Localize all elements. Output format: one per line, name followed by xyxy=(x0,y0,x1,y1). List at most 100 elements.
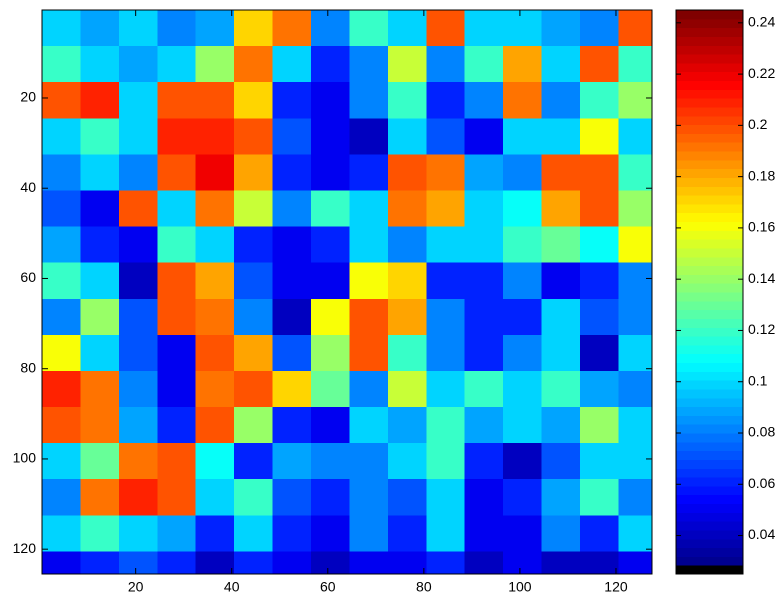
heatmap-cell xyxy=(618,479,653,516)
heatmap-cell xyxy=(579,118,619,155)
heatmap-cell xyxy=(118,443,158,480)
heatmap-cell xyxy=(387,334,427,372)
colorbar-swatch xyxy=(676,565,743,575)
heatmap-cell xyxy=(349,190,389,228)
colorbar-swatch xyxy=(676,124,743,134)
heatmap-cell xyxy=(42,46,81,83)
heatmap-cell xyxy=(234,551,274,575)
heatmap-cell xyxy=(464,226,504,264)
heatmap-cell xyxy=(349,551,389,575)
colorbar-swatch xyxy=(676,265,743,275)
heatmap-cell xyxy=(157,407,197,444)
colorbar-swatch xyxy=(676,239,743,249)
y-tick-label: 100 xyxy=(13,450,37,466)
colorbar-tick-label: 0.14 xyxy=(748,270,775,286)
axes-frame xyxy=(41,9,653,575)
heatmap-cell xyxy=(42,226,81,264)
heatmap-cell xyxy=(157,10,197,47)
colorbar-tick-label: 0.06 xyxy=(748,475,775,491)
heatmap-cell xyxy=(310,190,350,228)
heatmap-cell xyxy=(349,479,389,516)
heatmap-cell xyxy=(42,154,81,191)
heatmap-cell xyxy=(234,10,274,47)
heatmap-cell xyxy=(464,515,504,552)
heatmap-cell xyxy=(541,262,581,300)
colorbar-swatch xyxy=(676,80,743,90)
heatmap-cell xyxy=(387,46,427,83)
colorbar-swatch xyxy=(676,71,743,81)
heatmap-cell xyxy=(272,82,312,119)
heatmap-cell xyxy=(618,407,653,444)
heatmap-cell xyxy=(272,334,312,372)
heatmap-cell xyxy=(541,370,581,408)
heatmap-cell xyxy=(618,262,653,300)
heatmap-cell xyxy=(118,190,158,228)
heatmap-cell xyxy=(157,443,197,480)
heatmap-cell xyxy=(80,46,120,83)
heatmap-cell xyxy=(464,370,504,408)
heatmap-cell xyxy=(272,190,312,228)
heatmap-cell xyxy=(426,226,466,264)
colorbar-swatch xyxy=(676,521,743,531)
heatmap-cell xyxy=(503,479,543,516)
heatmap-cell xyxy=(541,407,581,444)
heatmap-cell xyxy=(195,10,235,47)
heatmap-cell xyxy=(618,118,653,155)
colorbar-tick-label: 0.22 xyxy=(748,65,775,81)
heatmap-cell xyxy=(541,154,581,191)
heatmap-cell xyxy=(272,298,312,336)
colorbar-swatch xyxy=(676,406,743,416)
heatmap-cell xyxy=(310,154,350,191)
heatmap-cell xyxy=(234,262,274,300)
colorbar-swatch xyxy=(676,397,743,408)
heatmap-cell xyxy=(618,334,653,372)
heatmap-cell xyxy=(503,515,543,552)
heatmap-cell xyxy=(349,370,389,408)
heatmap-cell xyxy=(272,551,312,575)
heatmap-cell xyxy=(503,154,543,191)
colorbar-swatch xyxy=(676,538,743,549)
heatmap-cell xyxy=(42,443,81,480)
heatmap-cell xyxy=(426,443,466,480)
heatmap-cell xyxy=(234,334,274,372)
heatmap-cell xyxy=(310,443,350,480)
heatmap-cell xyxy=(310,370,350,408)
heatmap-cell xyxy=(42,262,81,300)
colorbar-frame xyxy=(675,9,744,575)
heatmap-cells xyxy=(42,10,653,575)
heatmap-cell xyxy=(80,190,120,228)
heatmap-cell xyxy=(426,479,466,516)
heatmap-cell xyxy=(426,10,466,47)
heatmap-cell xyxy=(579,262,619,300)
heatmap-cell xyxy=(579,370,619,408)
heatmap-cell xyxy=(157,370,197,408)
heatmap-cell xyxy=(272,407,312,444)
heatmap-cell xyxy=(195,154,235,191)
heatmap-cell xyxy=(541,515,581,552)
heatmap-cell xyxy=(272,262,312,300)
heatmap-cell xyxy=(42,334,81,372)
colorbar xyxy=(676,10,743,575)
heatmap-cell xyxy=(541,479,581,516)
heatmap-cell xyxy=(503,226,543,264)
heatmap-cell xyxy=(80,226,120,264)
heatmap-cell xyxy=(349,515,389,552)
colorbar-swatch xyxy=(676,10,743,20)
heatmap-cell xyxy=(272,443,312,480)
colorbar-tick-label: 0.24 xyxy=(748,14,775,30)
heatmap-cell xyxy=(310,407,350,444)
heatmap-cell xyxy=(118,407,158,444)
heatmap-cell xyxy=(234,407,274,444)
heatmap-cell xyxy=(195,298,235,336)
heatmap-cell xyxy=(618,46,653,83)
heatmap-cell xyxy=(118,82,158,119)
heatmap-cell xyxy=(310,551,350,575)
heatmap-cell xyxy=(234,370,274,408)
heatmap-cell xyxy=(80,479,120,516)
heatmap-cell xyxy=(426,551,466,575)
heatmap-cell xyxy=(387,370,427,408)
colorbar-swatch xyxy=(676,274,743,284)
heatmap-cell xyxy=(541,10,581,47)
heatmap-cell xyxy=(310,334,350,372)
